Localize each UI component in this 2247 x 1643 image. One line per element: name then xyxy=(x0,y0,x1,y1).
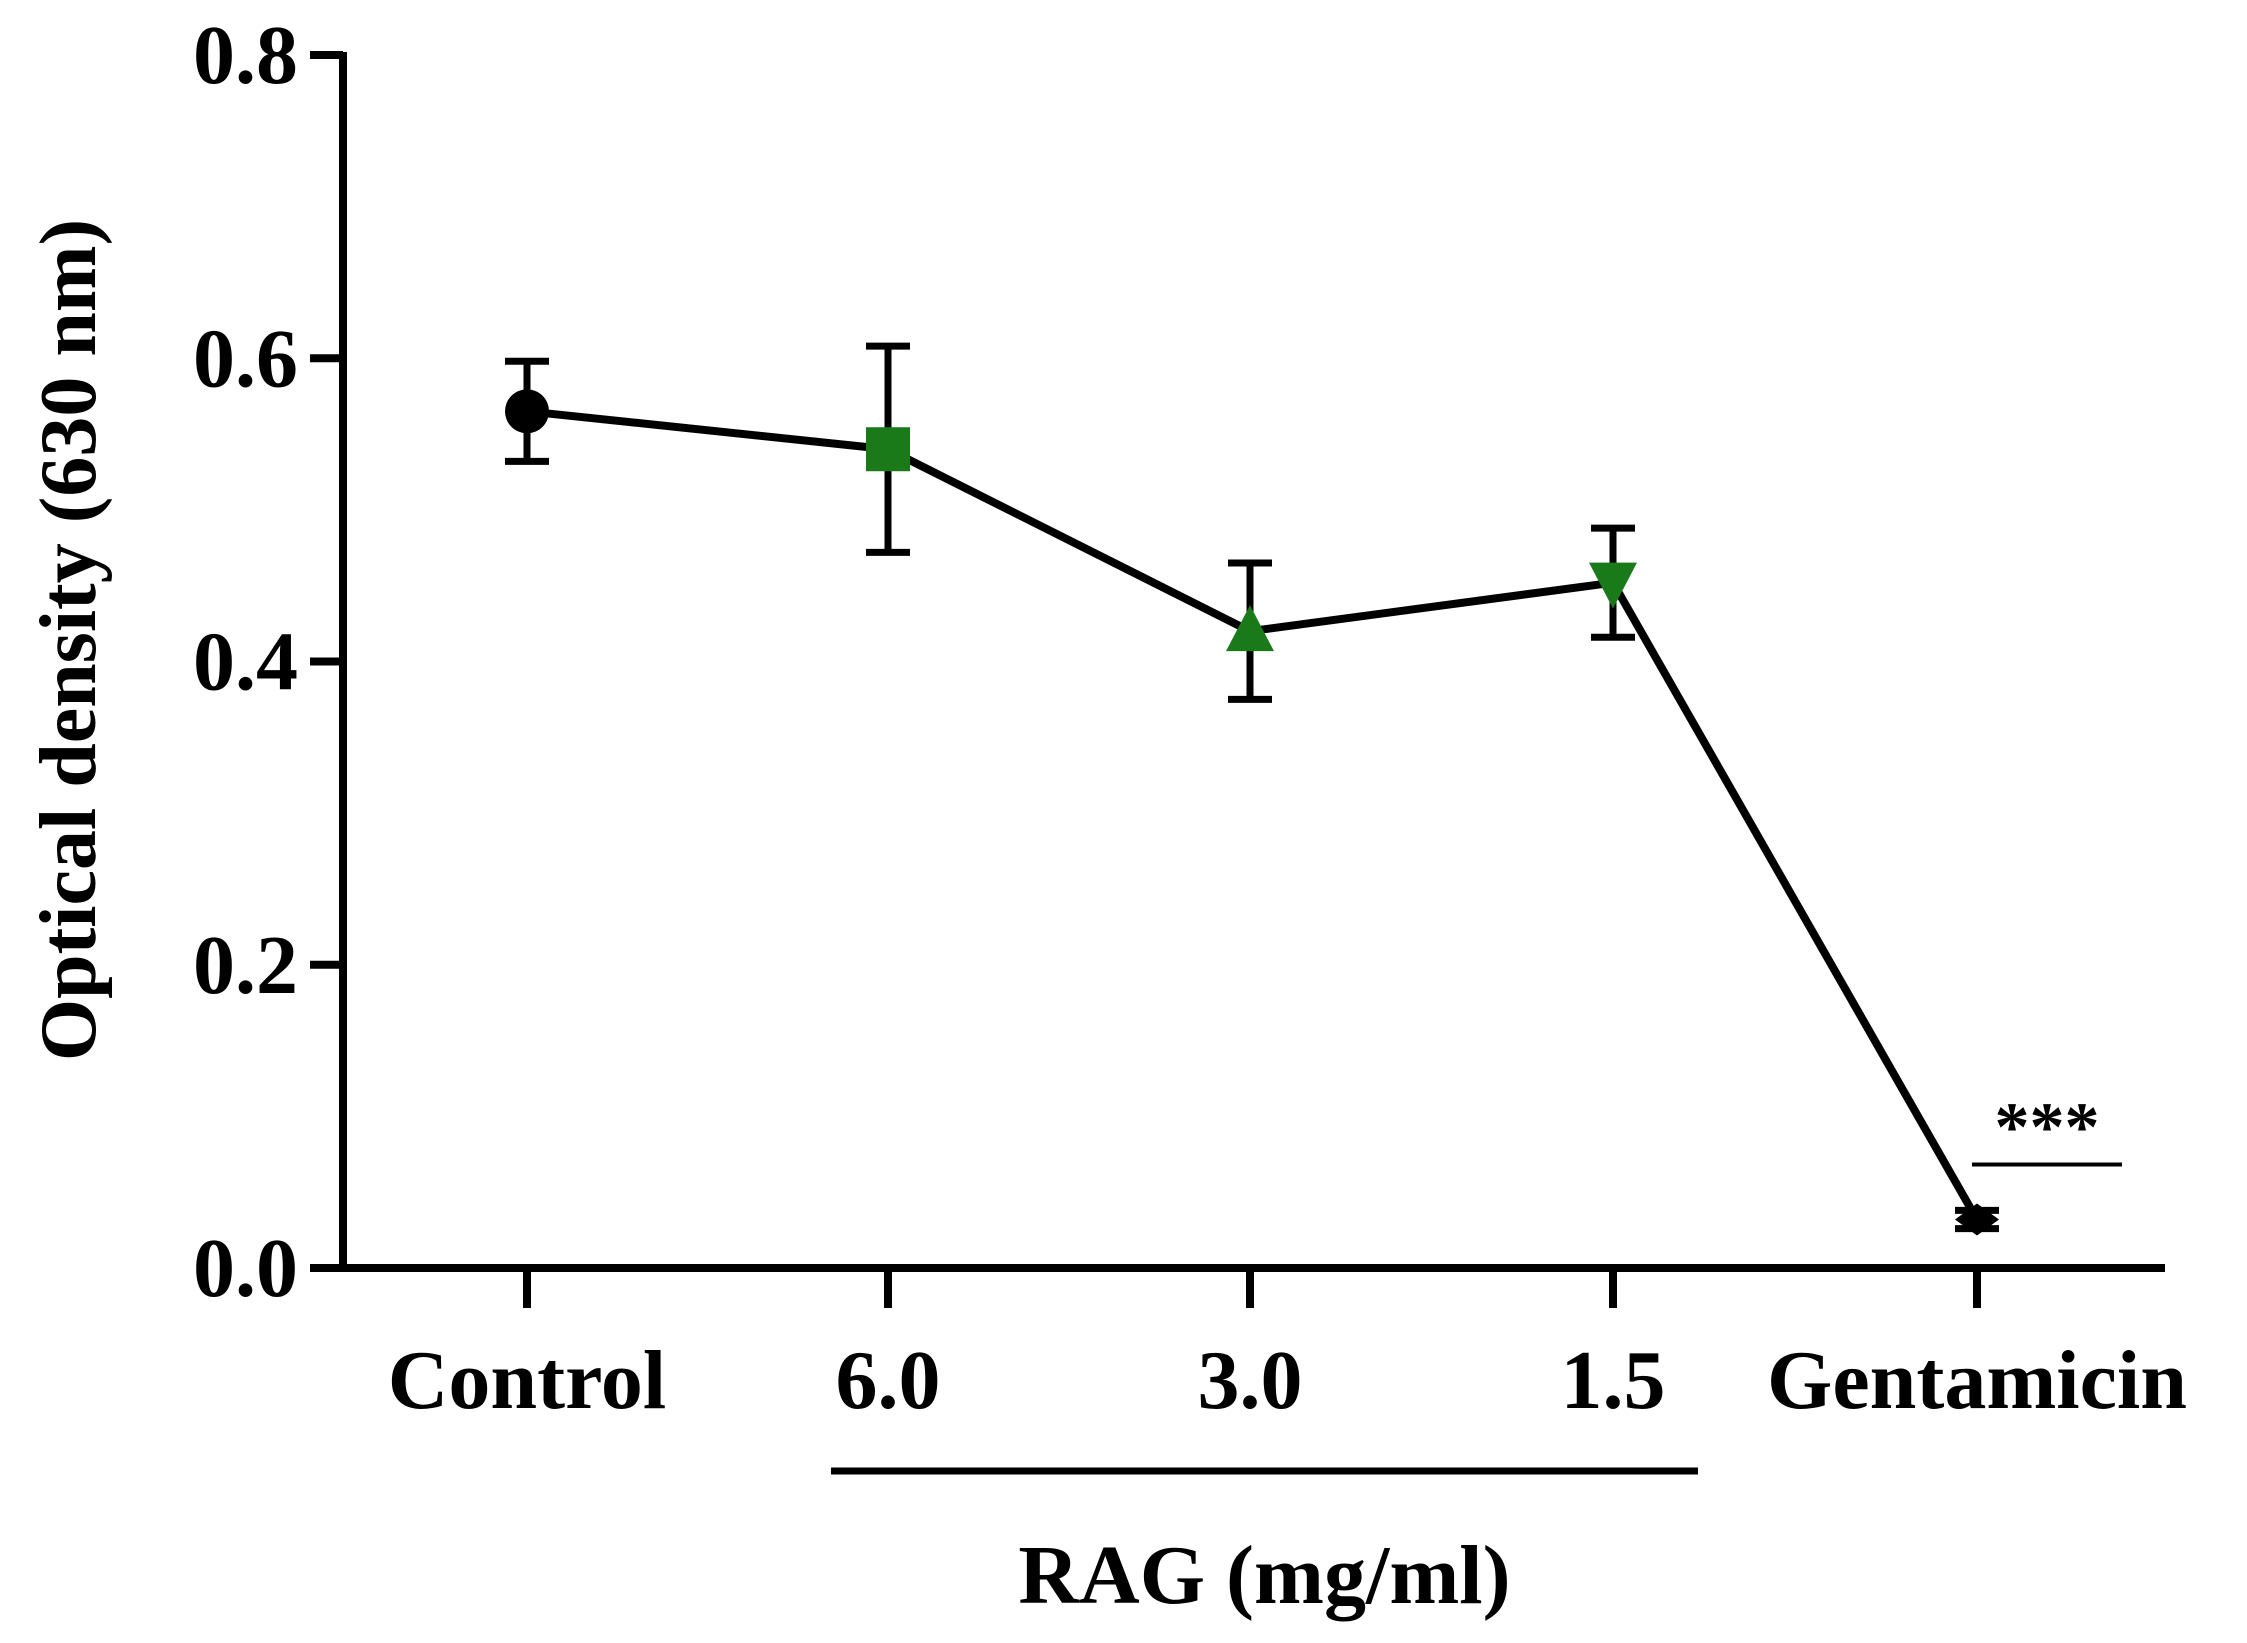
data-point-triangle-down xyxy=(1589,562,1637,609)
data-markers xyxy=(505,389,1999,1236)
x-tick-label: Gentamicin xyxy=(1767,1334,2187,1427)
x-tick-label: Control xyxy=(388,1334,666,1427)
series-line xyxy=(526,407,1981,1222)
x-tick-label: 1.5 xyxy=(1561,1334,1666,1427)
y-tick-label: 0.6 xyxy=(193,312,298,405)
group-label: RAG (mg/ml) xyxy=(1018,1529,1510,1622)
y-tick-label: 0.4 xyxy=(193,616,298,709)
data-point-triangle-up xyxy=(1226,605,1274,652)
data-point-square xyxy=(866,427,910,472)
y-axis-label: Optical density (630 nm) xyxy=(25,219,113,1061)
significance-label: *** xyxy=(1995,1089,2100,1166)
x-ticks: Control 6.0 3.0 1.5 Gentamicin xyxy=(388,1268,2187,1427)
y-tick-label: 0.8 xyxy=(193,9,298,102)
data-point-diamond xyxy=(1955,1203,1999,1236)
x-tick-label: 6.0 xyxy=(836,1334,941,1427)
y-tick-label: 0.0 xyxy=(193,1222,298,1315)
data-point-circle xyxy=(505,389,549,434)
y-ticks: 0.0 0.2 0.4 0.6 0.8 xyxy=(193,9,343,1315)
x-tick-label: 3.0 xyxy=(1198,1334,1303,1427)
annotations: *** xyxy=(1972,1089,2122,1167)
y-tick-label: 0.2 xyxy=(193,919,298,1012)
error-bars xyxy=(505,342,1999,1233)
